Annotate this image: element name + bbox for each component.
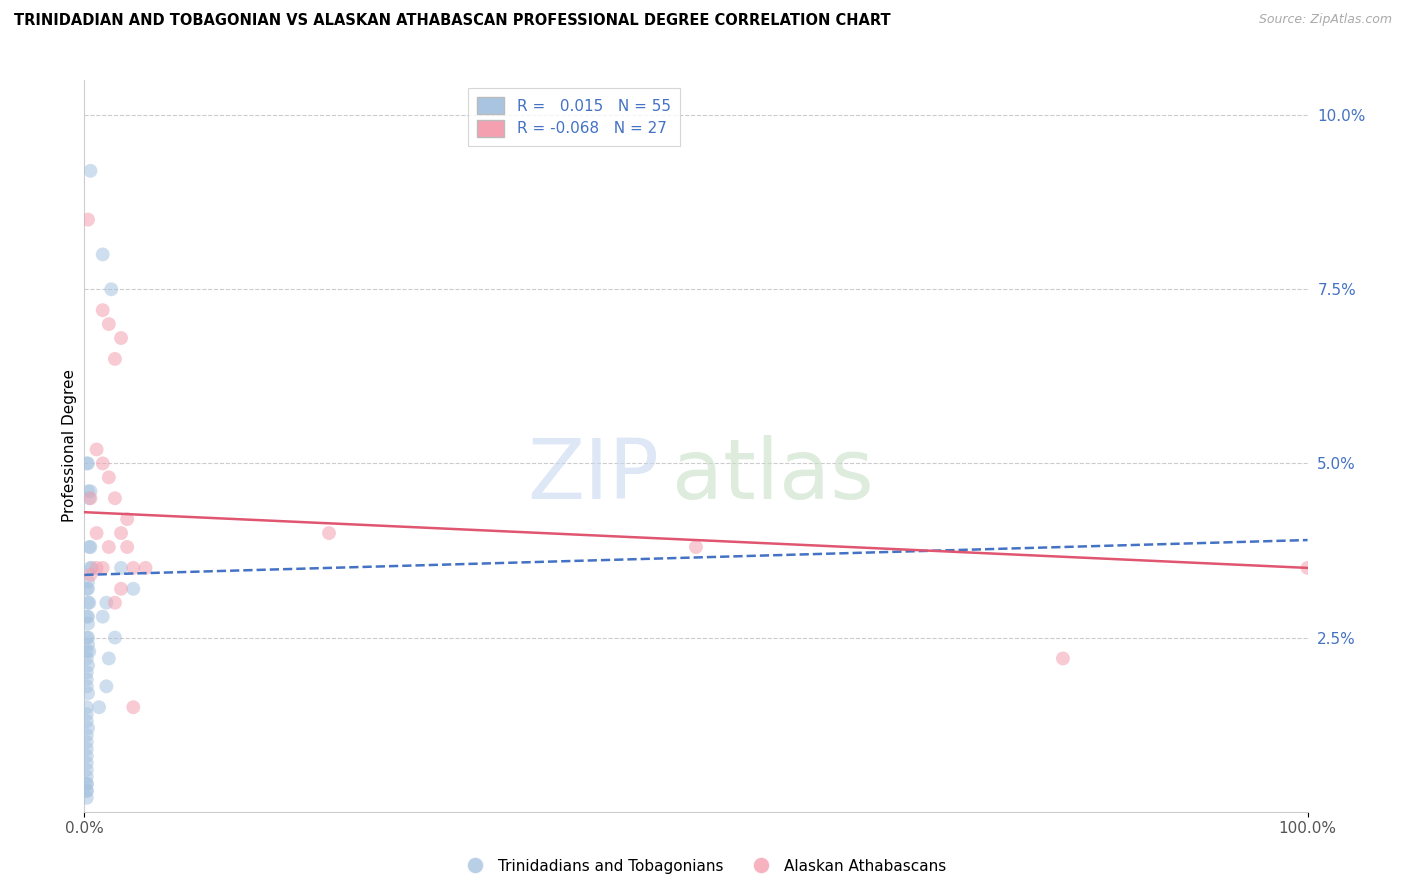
Point <box>135 561 157 575</box>
Point <box>79 540 101 554</box>
Point <box>110 582 132 596</box>
Point <box>104 596 127 610</box>
Legend: R =   0.015   N = 55, R = -0.068   N = 27: R = 0.015 N = 55, R = -0.068 N = 27 <box>468 88 679 145</box>
Point <box>76 609 98 624</box>
Point <box>1296 561 1319 575</box>
Point <box>76 735 98 749</box>
Y-axis label: Professional Degree: Professional Degree <box>62 369 77 523</box>
Point <box>77 686 100 700</box>
Point <box>77 582 100 596</box>
Point <box>76 700 98 714</box>
Point <box>122 561 145 575</box>
Point <box>97 540 120 554</box>
Point <box>91 303 114 318</box>
Point <box>110 331 132 345</box>
Point <box>76 582 98 596</box>
Point <box>97 470 120 484</box>
Point <box>110 561 132 575</box>
Point <box>86 526 108 541</box>
Point <box>79 491 101 506</box>
Text: ZIP: ZIP <box>527 434 659 516</box>
Point <box>110 526 132 541</box>
Point <box>76 665 98 680</box>
Point <box>77 574 100 589</box>
Point <box>76 790 98 805</box>
Point <box>115 512 138 526</box>
Point <box>76 784 98 798</box>
Point <box>96 596 118 610</box>
Point <box>1052 651 1074 665</box>
Point <box>77 491 100 506</box>
Point <box>76 673 98 687</box>
Point <box>77 616 100 631</box>
Point <box>76 777 98 791</box>
Point <box>79 164 101 178</box>
Point <box>77 638 100 652</box>
Point <box>80 561 103 575</box>
Point <box>76 770 98 784</box>
Point <box>77 721 100 735</box>
Point <box>122 582 145 596</box>
Point <box>91 457 114 471</box>
Point <box>318 526 340 541</box>
Text: TRINIDADIAN AND TOBAGONIAN VS ALASKAN ATHABASCAN PROFESSIONAL DEGREE CORRELATION: TRINIDADIAN AND TOBAGONIAN VS ALASKAN AT… <box>14 13 890 29</box>
Text: Source: ZipAtlas.com: Source: ZipAtlas.com <box>1258 13 1392 27</box>
Point <box>79 561 101 575</box>
Point <box>97 317 120 331</box>
Point <box>76 742 98 756</box>
Point <box>76 728 98 742</box>
Point <box>87 700 110 714</box>
Point <box>91 609 114 624</box>
Point <box>77 644 100 658</box>
Point <box>77 484 100 499</box>
Point <box>76 707 98 722</box>
Point <box>100 282 122 296</box>
Point <box>104 491 127 506</box>
Point <box>86 561 108 575</box>
Point <box>76 763 98 777</box>
Point <box>77 212 100 227</box>
Point <box>115 540 138 554</box>
Text: atlas: atlas <box>672 434 873 516</box>
Point <box>91 561 114 575</box>
Point <box>91 247 114 261</box>
Point <box>104 351 127 366</box>
Point <box>77 658 100 673</box>
Point <box>122 700 145 714</box>
Point <box>77 609 100 624</box>
Point <box>76 457 98 471</box>
Point <box>104 631 127 645</box>
Point <box>77 540 100 554</box>
Point <box>96 679 118 693</box>
Point <box>76 714 98 728</box>
Point <box>79 484 101 499</box>
Point <box>76 679 98 693</box>
Point <box>79 567 101 582</box>
Point <box>76 644 98 658</box>
Point <box>76 756 98 770</box>
Point <box>77 457 100 471</box>
Point <box>76 631 98 645</box>
Point <box>97 651 120 665</box>
Point <box>77 596 100 610</box>
Point <box>76 784 98 798</box>
Point <box>76 777 98 791</box>
Point <box>86 442 108 457</box>
Point <box>76 651 98 665</box>
Point <box>77 631 100 645</box>
Legend: Trinidadians and Tobagonians, Alaskan Athabascans: Trinidadians and Tobagonians, Alaskan At… <box>453 853 953 880</box>
Point <box>685 540 707 554</box>
Point <box>76 749 98 764</box>
Point <box>77 596 100 610</box>
